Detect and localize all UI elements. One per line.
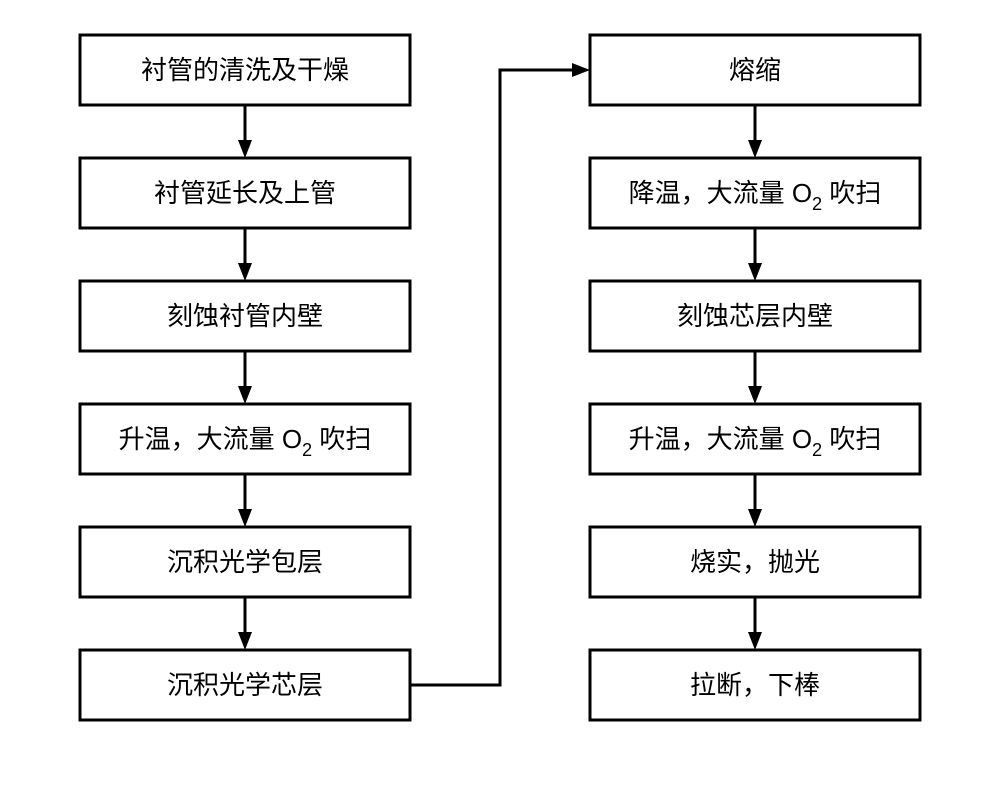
flow-step-label: 沉积光学芯层 [167, 670, 323, 700]
flow-step-label: 刻蚀芯层内壁 [677, 301, 833, 331]
flow-step-label: 刻蚀衬管内壁 [167, 301, 323, 331]
flow-arrow [410, 70, 572, 685]
flow-step-label: 沉积光学包层 [167, 547, 323, 577]
flow-step-label: 熔缩 [729, 55, 781, 85]
arrow-head-icon [238, 140, 252, 158]
arrow-head-icon [238, 632, 252, 650]
arrow-head-icon [238, 386, 252, 404]
arrow-head-icon [748, 632, 762, 650]
arrow-head-icon [572, 63, 590, 77]
flow-step-label: 烧实，抛光 [690, 547, 820, 577]
arrow-head-icon [748, 386, 762, 404]
flow-step-label: 衬管的清洗及干燥 [141, 55, 349, 85]
arrow-head-icon [748, 263, 762, 281]
flowchart-canvas: 衬管的清洗及干燥衬管延长及上管刻蚀衬管内壁升温，大流量 O2 吹扫沉积光学包层沉… [0, 0, 1000, 801]
arrow-head-icon [748, 140, 762, 158]
flow-step-label: 衬管延长及上管 [154, 178, 336, 208]
flow-step-label: 拉断，下棒 [690, 670, 820, 700]
arrow-head-icon [238, 509, 252, 527]
arrow-head-icon [238, 263, 252, 281]
arrow-head-icon [748, 509, 762, 527]
